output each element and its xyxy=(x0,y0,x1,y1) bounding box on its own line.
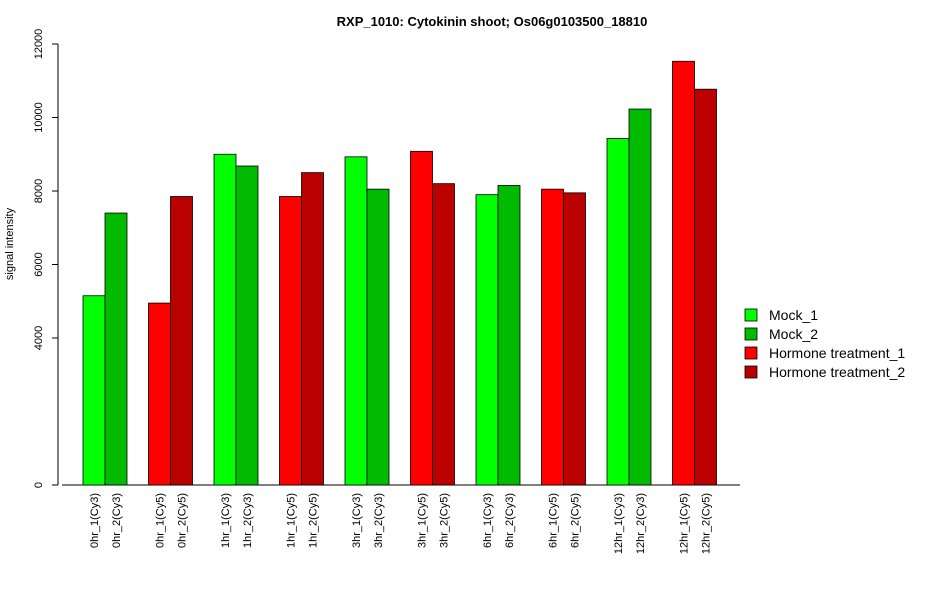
bar xyxy=(235,165,259,486)
category-labels: 0hr_1(Cy3) 0hr_2(Cy3) 0hr_1(Cy5) 0hr_2(Cy5)… xyxy=(89,493,712,554)
legend-swatch xyxy=(744,327,758,341)
bar xyxy=(410,150,433,486)
bar xyxy=(279,196,302,486)
legend-label: Mock_2 xyxy=(769,326,818,342)
category-label: 6hr_2(Cy3) xyxy=(504,493,516,548)
category-label: 0hr_1(Cy3) xyxy=(89,493,101,548)
category-label: 3hr_1(Cy3) xyxy=(351,493,363,548)
category-label: 12hr_2(Cy3) xyxy=(635,493,647,554)
category-label: 0hr_2(Cy3) xyxy=(111,493,123,548)
category-label: 0hr_1(Cy5) xyxy=(154,493,166,548)
category-label: 3hr_2(Cy3) xyxy=(373,493,385,548)
y-tick-label: 0 xyxy=(33,482,45,488)
legend-label: Hormone treatment_1 xyxy=(769,345,905,361)
category-label: 12hr_1(Cy5) xyxy=(678,493,690,554)
category-label: 12hr_2(Cy5) xyxy=(700,493,712,554)
y-axis: 0 4000 6000 8000 10000 12000 xyxy=(33,29,59,488)
y-tick-label: 10000 xyxy=(33,102,45,133)
y-tick-label: 12000 xyxy=(33,29,45,60)
legend-swatch xyxy=(744,365,758,379)
category-label: 6hr_1(Cy3) xyxy=(482,493,494,548)
legend-swatch xyxy=(744,346,758,360)
bar xyxy=(148,302,171,486)
legend-label: Hormone treatment_2 xyxy=(769,364,905,380)
bar xyxy=(628,108,652,486)
category-label: 1hr_1(Cy3) xyxy=(220,493,232,548)
bar xyxy=(475,194,499,486)
category-label: 3hr_2(Cy5) xyxy=(438,493,450,548)
legend: Mock_1 Mock_2 Hormone treatment_1 Hormone t… xyxy=(744,307,905,380)
category-label: 1hr_2(Cy3) xyxy=(242,493,254,548)
y-tick-label: 6000 xyxy=(33,252,45,276)
bar xyxy=(497,185,521,486)
bar xyxy=(563,192,586,486)
bar xyxy=(366,188,390,486)
legend-swatch xyxy=(744,308,758,322)
legend-label: Mock_1 xyxy=(769,307,818,323)
bar xyxy=(694,88,717,486)
category-label: 0hr_2(Cy5) xyxy=(176,493,188,548)
bars-group xyxy=(82,60,717,486)
category-label: 1hr_2(Cy5) xyxy=(307,493,319,548)
y-axis-label: signal intensity xyxy=(4,207,16,280)
chart-title: RXP_1010: Cytokinin shoot; Os06g0103500_… xyxy=(337,14,648,29)
bar xyxy=(170,196,193,486)
bar xyxy=(301,172,324,486)
category-label: 3hr_1(Cy5) xyxy=(416,493,428,548)
y-tick-label: 8000 xyxy=(33,179,45,203)
bar xyxy=(104,212,128,486)
bar xyxy=(672,60,695,486)
category-label: 6hr_1(Cy5) xyxy=(547,493,559,548)
bar xyxy=(82,295,106,486)
category-label: 1hr_1(Cy5) xyxy=(285,493,297,548)
bar xyxy=(541,188,564,486)
category-label: 6hr_2(Cy5) xyxy=(569,493,581,548)
category-label: 12hr_1(Cy3) xyxy=(613,493,625,554)
bar xyxy=(606,138,630,486)
bar xyxy=(432,183,455,486)
bar xyxy=(344,156,368,486)
y-tick-label: 4000 xyxy=(33,326,45,350)
bar xyxy=(213,153,237,486)
